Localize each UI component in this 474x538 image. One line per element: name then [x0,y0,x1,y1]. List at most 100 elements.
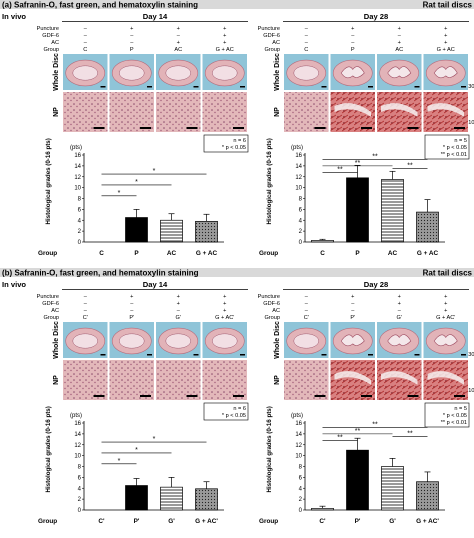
condition-mark: – [351,301,355,307]
disc-nucleus [293,333,319,349]
group-label: P [130,47,134,53]
sig-label: * [153,168,156,175]
scale-bar [454,127,465,129]
sig-label: ** [337,434,343,441]
stats-note-box [203,134,249,153]
x-tick-label: P' [355,518,361,525]
condition-row-label: Group [43,315,59,321]
np-cleft [427,103,464,117]
condition-mark: – [305,40,309,46]
y-tick-label: 2 [299,497,303,503]
group-label: C [83,47,87,53]
y-tick-label: 12 [74,443,81,449]
y-tick-label: 10 [74,186,81,192]
condition-mark: + [130,294,133,300]
bar-G' [381,466,404,511]
np-image [284,92,329,132]
group-label: G + AC' [436,315,455,321]
disc-lesion [433,334,458,347]
scale-bar [100,86,106,88]
x-tick-label: AC [388,250,398,257]
np-image [156,360,201,400]
y-tick-label: 0 [299,240,303,246]
y-axis-label: Histological grades (0-16 pts) [266,138,273,224]
sig-label: ** [407,431,413,438]
y-tick-label: 10 [295,454,302,460]
x-tick-label: G + AC [417,250,439,257]
condition-mark: + [444,40,447,46]
units-label: (pts) [70,145,82,151]
condition-mark: + [398,40,401,46]
group-label: AC [174,47,182,53]
image-row-label-np: NP [53,375,60,385]
np-image [63,360,108,400]
bar-G + AC [416,211,439,243]
scale-bar [461,86,466,88]
np-cleft [334,371,371,385]
y-tick-label: 2 [78,229,82,235]
image-row-label-whole-disc: Whole Disc [274,321,281,359]
condition-mark: + [223,294,226,300]
condition-mark: – [305,26,309,32]
condition-mark: – [305,301,309,307]
condition-mark: – [398,308,402,314]
disc-nucleus [119,65,145,81]
panel-header-bar [0,0,474,9]
bar-P' [346,449,369,511]
units-label: (pts) [291,413,303,419]
image-row-label-whole-disc: Whole Disc [274,53,281,91]
condition-mark: + [444,33,447,39]
condition-row-label: GDF-6 [263,33,280,39]
np-cleft [381,103,418,117]
condition-row-label: GDF-6 [263,301,280,307]
condition-mark: – [84,294,88,300]
in-vivo-label: In vivo [2,280,26,289]
group-label: C [304,47,308,53]
np-cleft [427,371,464,385]
y-tick-label: 0 [78,240,82,246]
condition-mark: + [177,301,180,307]
day-title: Day 28 [364,12,389,21]
x-tick-label: P' [134,518,140,525]
panel-a: (a) Safranin-O, fast green, and hematoxy… [0,0,474,257]
scale-bar [93,127,105,129]
in-vivo-label: In vivo [2,12,26,21]
group-label: G' [176,315,181,321]
group-label: P [351,47,355,53]
y-tick-label: 10 [295,186,302,192]
bar-G + AC [195,220,218,243]
x-tick-label: P [134,250,139,257]
x-tick-label: C' [319,518,326,525]
condition-row-label: Group [264,47,280,53]
condition-mark: + [444,294,447,300]
bar-C' [311,508,334,511]
condition-mark: + [223,308,226,314]
y-tick-label: 14 [295,432,302,438]
group-label: P' [129,315,134,321]
scale-label: 100 μm [468,120,474,126]
y-tick-label: 4 [78,218,82,224]
day-title: Day 14 [143,12,168,21]
disc-lesion [433,66,458,79]
bar-C [311,240,334,243]
y-tick-label: 4 [299,218,303,224]
bar-G + AC' [195,488,218,511]
stats-note-box [424,402,470,428]
stats-note-line: n = 6 [233,138,246,144]
condition-mark: + [223,33,226,39]
condition-mark: – [177,33,181,39]
scale-bar [240,354,245,356]
bar-G' [160,486,183,511]
y-tick-label: 16 [295,421,302,427]
scale-bar [147,86,152,88]
scale-bar [361,395,372,397]
disc-nucleus [72,65,98,81]
image-row-label-whole-disc: Whole Disc [53,53,60,91]
scale-bar [233,127,244,129]
condition-mark: – [351,308,355,314]
panel-heading: (b) Safranin-O, fast green, and hematoxy… [2,269,199,278]
disc-nucleus [293,65,319,81]
stats-note-line: ** p < 0.01 [441,152,467,158]
disc-lesion [340,66,365,79]
condition-row-label: AC [272,308,280,314]
